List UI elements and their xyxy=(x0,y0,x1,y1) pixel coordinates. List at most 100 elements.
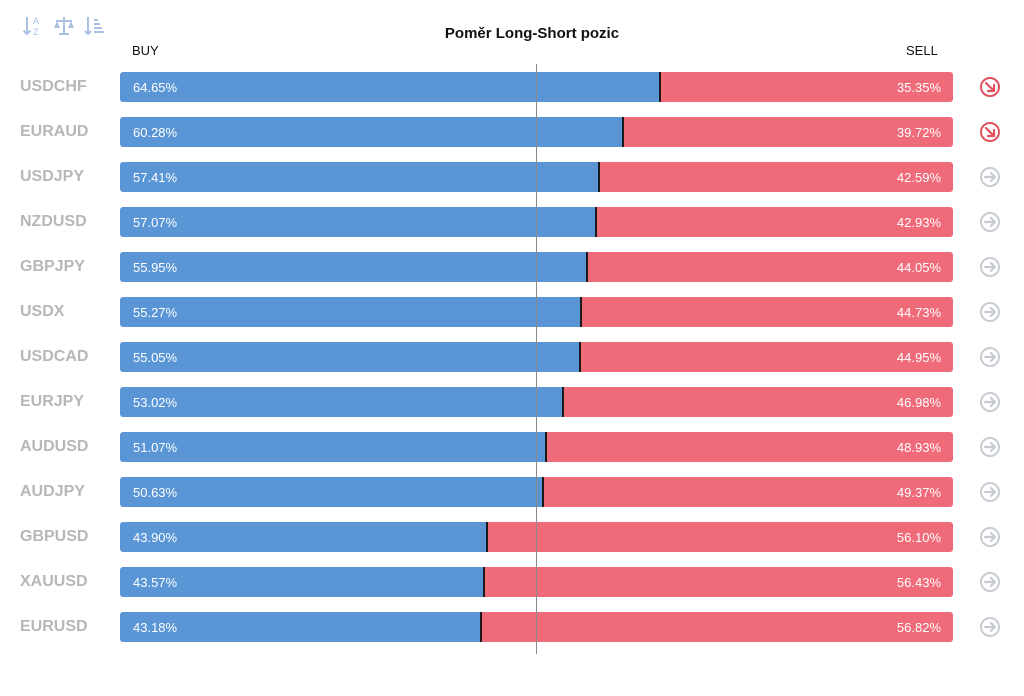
chart-row: GBPJPY 55.95% 44.05% xyxy=(0,252,1024,282)
sell-value-label: 44.73% xyxy=(896,305,941,320)
sell-bar-segment: 44.95% xyxy=(578,342,953,372)
chart-row: AUDUSD 51.07% 48.93% xyxy=(0,432,1024,462)
symbol-label: USDCAD xyxy=(20,348,89,365)
chart-row: USDX 55.27% 44.73% xyxy=(0,297,1024,327)
buy-label: BUY xyxy=(132,43,159,58)
buy-value-label: 51.07% xyxy=(133,440,178,455)
balance-icon[interactable] xyxy=(53,14,75,38)
buy-value-label: 43.90% xyxy=(133,530,178,545)
arrow-right-icon[interactable] xyxy=(979,526,1001,548)
buy-bar-segment: 50.63% xyxy=(120,477,542,507)
arrow-down-right-icon[interactable] xyxy=(979,121,1001,143)
sell-bar-segment: 48.93% xyxy=(545,432,953,462)
chart-row: EURUSD 43.18% 56.82% xyxy=(0,612,1024,642)
ratio-bar: 64.65% 35.35% xyxy=(120,72,953,102)
buy-bar-segment: 55.27% xyxy=(120,297,581,327)
sell-bar-segment: 42.93% xyxy=(595,207,953,237)
arrow-right-icon[interactable] xyxy=(979,616,1001,638)
sell-bar-segment: 49.37% xyxy=(541,477,953,507)
svg-text:A: A xyxy=(33,16,39,26)
symbol-label: EURJPY xyxy=(20,393,85,410)
chart-row: NZDUSD 57.07% 42.93% xyxy=(0,207,1024,237)
sell-bar-segment: 56.10% xyxy=(485,522,953,552)
arrow-right-icon[interactable] xyxy=(979,346,1001,368)
chart-row: GBPUSD 43.90% 56.10% xyxy=(0,522,1024,552)
symbol-label: USDCHF xyxy=(20,78,87,95)
ratio-bar: 55.95% 44.05% xyxy=(120,252,953,282)
symbol-label: USDX xyxy=(20,303,65,320)
sort-list-icon[interactable] xyxy=(84,14,106,38)
buy-value-label: 64.65% xyxy=(133,80,178,95)
ratio-bar: 55.05% 44.95% xyxy=(120,342,953,372)
buy-bar-segment: 43.90% xyxy=(120,522,486,552)
chart-row: EURJPY 53.02% 46.98% xyxy=(0,387,1024,417)
arrow-right-icon[interactable] xyxy=(979,481,1001,503)
symbol-label: EURAUD xyxy=(20,123,89,140)
sell-bar-segment: 46.98% xyxy=(561,387,953,417)
sell-bar-segment: 44.73% xyxy=(580,297,953,327)
arrow-right-icon[interactable] xyxy=(979,301,1001,323)
sell-bar-segment: 44.05% xyxy=(586,252,953,282)
svg-text:Z: Z xyxy=(33,27,39,37)
ratio-bar: 43.18% 56.82% xyxy=(120,612,953,642)
buy-value-label: 50.63% xyxy=(133,485,178,500)
symbol-label: AUDJPY xyxy=(20,483,85,500)
sell-value-label: 39.72% xyxy=(896,125,941,140)
buy-bar-segment: 51.07% xyxy=(120,432,546,462)
buy-value-label: 57.41% xyxy=(133,170,178,185)
buy-value-label: 43.57% xyxy=(133,575,178,590)
ratio-bar: 51.07% 48.93% xyxy=(120,432,953,462)
arrow-down-right-icon[interactable] xyxy=(979,76,1001,98)
buy-bar-segment: 64.65% xyxy=(120,72,659,102)
chart-title: Poměr Long-Short pozic xyxy=(444,25,620,42)
buy-bar-segment: 55.95% xyxy=(120,252,587,282)
toolbar: A Z xyxy=(22,14,106,38)
buy-value-label: 57.07% xyxy=(133,215,178,230)
buy-bar-segment: 55.05% xyxy=(120,342,579,372)
sell-value-label: 44.95% xyxy=(896,350,941,365)
arrow-right-icon[interactable] xyxy=(979,211,1001,233)
arrow-right-icon[interactable] xyxy=(979,256,1001,278)
sell-value-label: 35.35% xyxy=(896,80,941,95)
buy-bar-segment: 57.07% xyxy=(120,207,596,237)
sell-value-label: 44.05% xyxy=(896,260,941,275)
chart-row: USDCHF 64.65% 35.35% xyxy=(0,72,1024,102)
sell-bar-segment: 35.35% xyxy=(658,72,953,102)
sort-az-icon[interactable]: A Z xyxy=(22,14,44,38)
buy-bar-segment: 53.02% xyxy=(120,387,562,417)
ratio-bar: 57.07% 42.93% xyxy=(120,207,953,237)
sell-bar-segment: 56.82% xyxy=(479,612,953,642)
symbol-label: XAUUSD xyxy=(20,573,88,590)
ratio-bar: 43.57% 56.43% xyxy=(120,567,953,597)
sell-value-label: 56.10% xyxy=(896,530,941,545)
arrow-right-icon[interactable] xyxy=(979,166,1001,188)
symbol-label: AUDUSD xyxy=(20,438,89,455)
buy-value-label: 60.28% xyxy=(133,125,178,140)
sell-value-label: 42.59% xyxy=(896,170,941,185)
chart-row: USDJPY 57.41% 42.59% xyxy=(0,162,1024,192)
arrow-right-icon[interactable] xyxy=(979,436,1001,458)
arrow-right-icon[interactable] xyxy=(979,391,1001,413)
buy-value-label: 55.27% xyxy=(133,305,178,320)
symbol-label: EURUSD xyxy=(20,618,88,635)
buy-value-label: 55.95% xyxy=(133,260,178,275)
chart-row: AUDJPY 50.63% 49.37% xyxy=(0,477,1024,507)
sell-label: SELL xyxy=(906,43,938,58)
buy-bar-segment: 57.41% xyxy=(120,162,599,192)
arrow-right-icon[interactable] xyxy=(979,571,1001,593)
symbol-label: NZDUSD xyxy=(20,213,87,230)
buy-bar-segment: 43.57% xyxy=(120,567,483,597)
sell-value-label: 42.93% xyxy=(896,215,941,230)
sell-bar-segment: 39.72% xyxy=(622,117,953,147)
buy-bar-segment: 43.18% xyxy=(120,612,480,642)
sell-value-label: 49.37% xyxy=(896,485,941,500)
symbol-label: GBPUSD xyxy=(20,528,89,545)
chart-row: EURAUD 60.28% 39.72% xyxy=(0,117,1024,147)
sell-bar-segment: 56.43% xyxy=(482,567,953,597)
sell-value-label: 48.93% xyxy=(896,440,941,455)
ratio-bar: 57.41% 42.59% xyxy=(120,162,953,192)
symbol-label: USDJPY xyxy=(20,168,85,185)
buy-value-label: 43.18% xyxy=(133,620,178,635)
buy-value-label: 55.05% xyxy=(133,350,178,365)
